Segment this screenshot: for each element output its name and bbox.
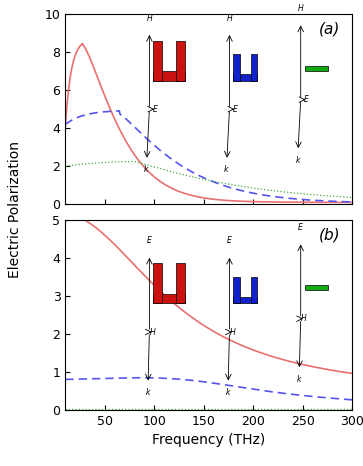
Text: E: E [233,105,238,114]
Bar [176,263,185,303]
Text: k: k [226,388,230,397]
Bar [233,54,240,81]
Text: E: E [153,105,158,114]
Bar [176,41,185,81]
Text: H: H [298,4,303,13]
Text: k: k [295,156,300,165]
Bar [233,74,257,81]
X-axis label: Frequency (THz): Frequency (THz) [152,433,265,447]
Text: H: H [227,14,232,23]
Bar [250,54,257,81]
Bar [233,297,257,303]
Text: E: E [147,236,152,246]
Text: E: E [304,95,309,104]
Text: Electric Polarization: Electric Polarization [8,141,21,278]
Text: k: k [144,165,148,174]
Text: (b): (b) [319,227,340,242]
Bar [233,277,240,303]
Bar [153,41,162,81]
Text: H: H [147,14,152,23]
Text: k: k [146,388,150,397]
Text: H: H [229,328,235,336]
Bar [250,277,257,303]
Text: H: H [301,314,306,323]
Text: k: k [297,375,301,384]
Text: E: E [298,223,303,232]
Text: H: H [150,328,155,336]
Bar [305,66,329,71]
Text: (a): (a) [319,21,340,37]
Bar [153,263,162,303]
Bar [153,71,185,81]
Text: k: k [224,165,229,174]
Bar [305,285,329,290]
Text: E: E [227,236,232,246]
Bar [153,294,185,303]
